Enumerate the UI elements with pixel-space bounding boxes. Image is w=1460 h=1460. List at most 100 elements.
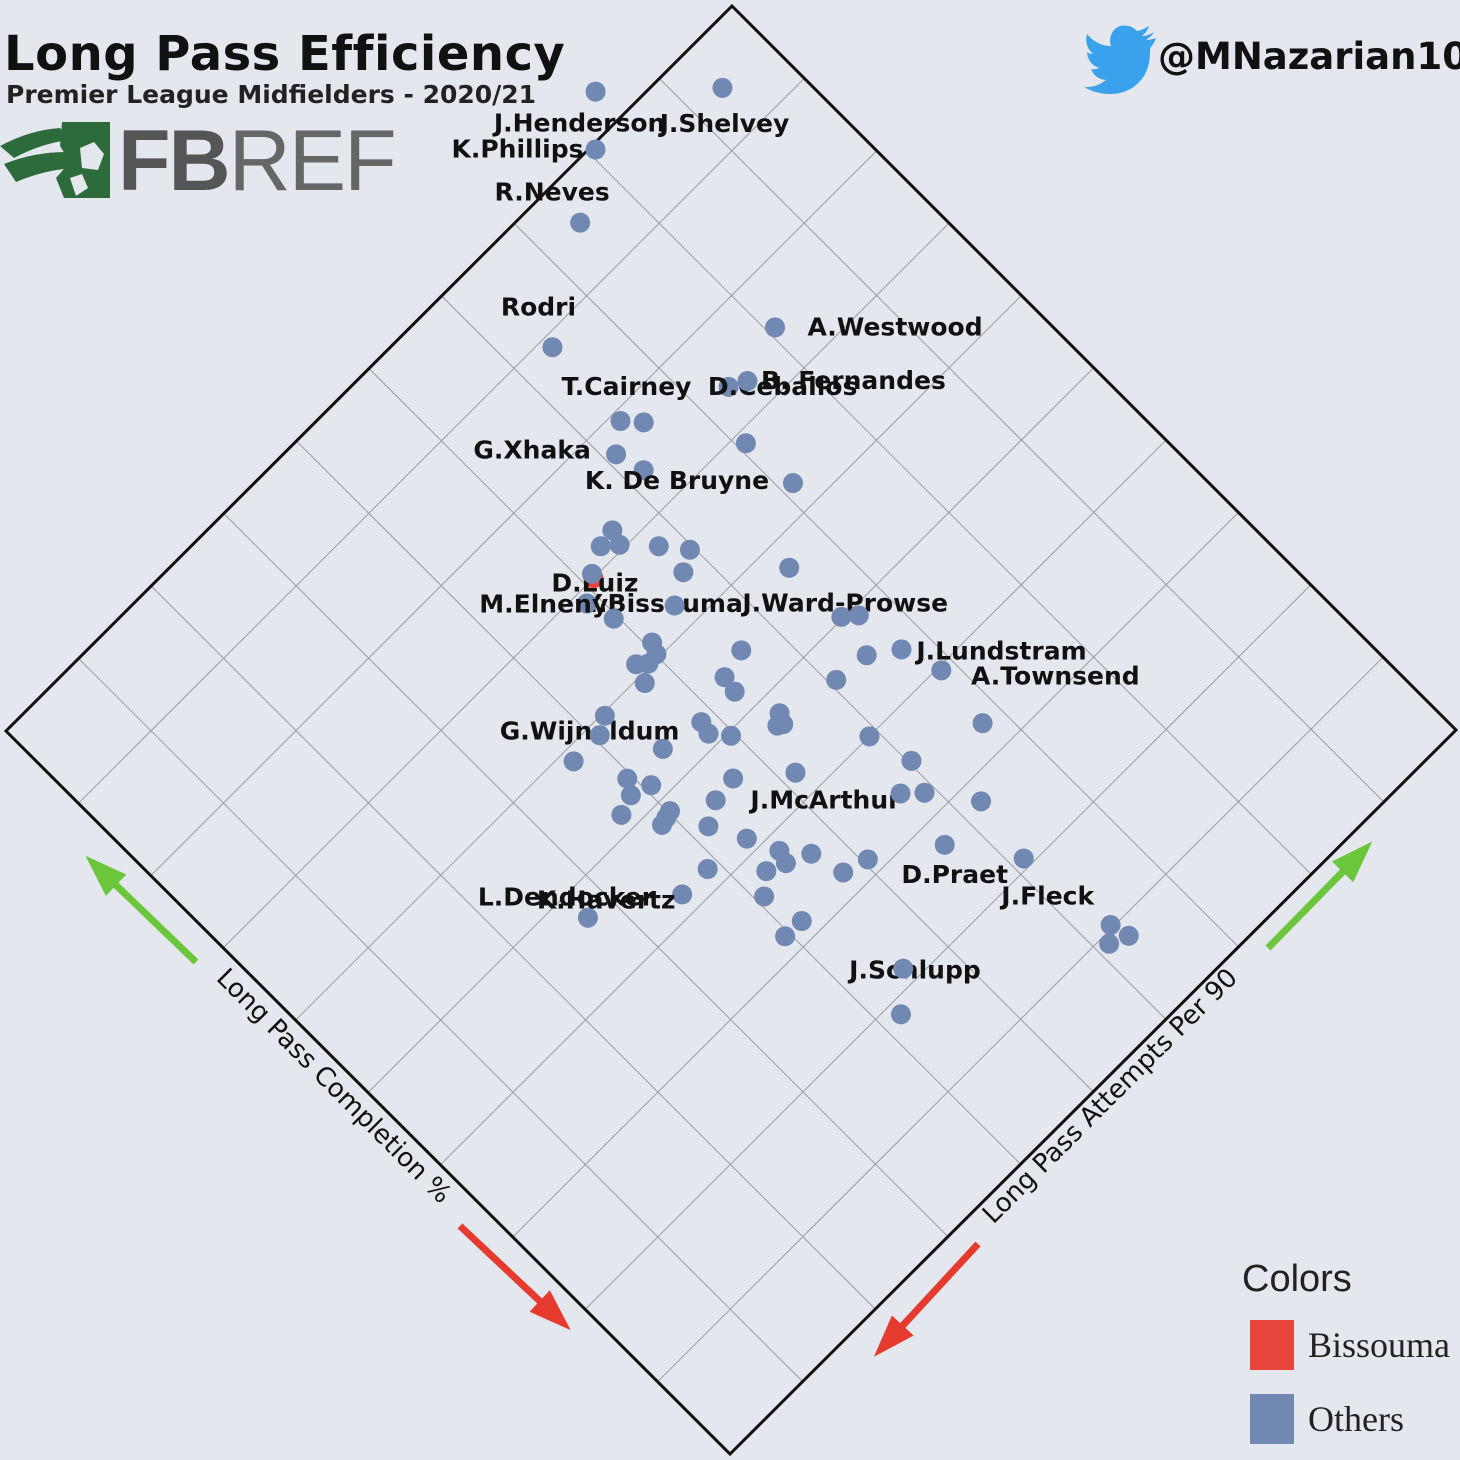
data-point <box>791 911 812 932</box>
data-point <box>705 790 726 811</box>
data-point <box>1118 925 1139 946</box>
data-point <box>714 667 735 688</box>
point-label: A.Westwood <box>807 312 982 341</box>
data-point <box>782 473 803 494</box>
legend-swatch <box>1250 1394 1294 1444</box>
data-point <box>891 639 912 660</box>
data-point <box>775 926 796 947</box>
data-point <box>914 782 935 803</box>
data-point <box>577 907 598 928</box>
data-point <box>679 539 700 560</box>
data-point <box>931 660 952 681</box>
data-point <box>633 460 654 481</box>
data-point <box>833 862 854 883</box>
data-point <box>603 608 624 629</box>
data-point <box>606 444 627 465</box>
data-point <box>697 859 718 880</box>
data-point <box>582 563 603 584</box>
data-point <box>1100 914 1121 935</box>
data-point <box>594 705 615 726</box>
data-point <box>641 775 662 796</box>
data-point <box>731 640 752 661</box>
arrow-completion-up-head <box>85 855 127 896</box>
data-point <box>672 884 693 905</box>
grid-line <box>440 439 1167 1166</box>
data-point <box>585 139 606 160</box>
data-point <box>1099 933 1120 954</box>
plot-border <box>3 3 1459 1457</box>
data-point <box>576 593 597 614</box>
point-label: Rodri <box>501 292 576 321</box>
data-point <box>754 886 775 907</box>
point-label: K.Havertz <box>537 885 676 914</box>
point-label: K.Phillips <box>451 135 583 164</box>
grid-line <box>512 511 1240 1238</box>
data-point <box>698 816 719 837</box>
data-point <box>773 714 794 735</box>
data-point <box>801 843 822 864</box>
arrow-attempts-down-head <box>873 1315 914 1357</box>
page-title: Long Pass Efficiency <box>4 26 566 82</box>
point-label: D.Praet <box>901 860 1008 889</box>
data-point <box>775 853 796 874</box>
data-point <box>972 713 993 734</box>
data-point <box>737 371 758 392</box>
data-point <box>673 562 694 583</box>
point-label: T.Cairney <box>562 372 692 401</box>
point-label: A.Townsend <box>971 661 1140 690</box>
x-axis-label: Long Pass Attempts Per 90 <box>977 963 1244 1230</box>
data-point <box>620 785 641 806</box>
arrow-completion-down-head <box>529 1290 571 1331</box>
soccer-ball-icon <box>0 122 110 198</box>
data-point <box>831 606 852 627</box>
grid-line <box>584 584 1312 1310</box>
point-label: D.Ceballos <box>708 372 858 401</box>
data-point <box>626 654 647 675</box>
data-point <box>901 750 922 771</box>
data-point <box>542 337 563 358</box>
point-label: B. Fernandes <box>761 366 946 395</box>
data-point <box>698 723 719 744</box>
grid-line <box>441 295 1166 1020</box>
grid-line <box>659 78 1384 802</box>
point-label: L.Dendocker <box>478 883 655 912</box>
data-point <box>563 751 584 772</box>
point-label: J.Schlupp <box>847 955 981 984</box>
data-point <box>736 828 757 849</box>
data-point <box>856 645 877 666</box>
grid-line <box>657 656 1384 1383</box>
data-point <box>1013 848 1034 869</box>
data-point <box>890 1004 911 1025</box>
data-point <box>735 433 756 454</box>
point-label: M.Elneny <box>479 590 608 619</box>
legend-title: Colors <box>1242 1258 1352 1300</box>
data-point <box>826 669 847 690</box>
point-label: G.Wijnaldum <box>500 716 680 745</box>
data-point <box>634 673 655 694</box>
data-point <box>765 317 786 338</box>
data-point <box>664 595 685 616</box>
data-point <box>610 411 631 432</box>
data-point <box>859 726 880 747</box>
twitter-bird-icon <box>1084 25 1156 94</box>
data-point <box>712 77 733 98</box>
data-point <box>617 768 638 789</box>
point-label: J.McArthur <box>748 786 901 815</box>
data-point <box>848 605 869 626</box>
data-point <box>718 376 739 397</box>
point-label: J.Henderson <box>492 109 666 138</box>
arrow-attempts-up-head <box>1332 841 1373 883</box>
data-point <box>779 557 800 578</box>
page-subtitle: Premier League Midfielders - 2020/21 <box>6 80 537 109</box>
data-point <box>756 861 777 882</box>
legend: Colors Bissouma Others <box>1232 1252 1460 1460</box>
data-point <box>893 958 914 979</box>
data-point <box>652 738 673 759</box>
point-label: K. De Bruyne <box>585 466 769 495</box>
data-point <box>570 212 591 233</box>
data-point <box>720 725 741 746</box>
data-point <box>585 81 606 102</box>
fbref-logo: FBREF <box>0 118 397 210</box>
grid-line <box>513 223 1239 947</box>
